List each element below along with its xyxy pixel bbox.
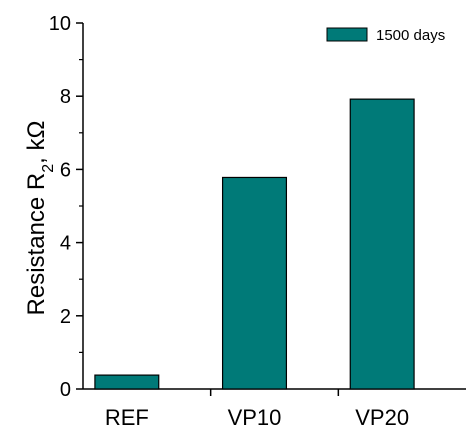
x-tick-label: REF xyxy=(105,405,149,430)
legend-swatch xyxy=(326,27,368,42)
y-tick-label: 0 xyxy=(60,379,71,401)
x-tick-labels: REF VP10 VP20 xyxy=(105,405,409,430)
legend: 1500 days xyxy=(326,27,445,44)
y-tick-label: 10 xyxy=(49,13,71,35)
y-tick-label: 4 xyxy=(60,233,71,255)
y-axis-title: Resistance R2, kΩ xyxy=(23,121,57,316)
y-axis-title-sub: 2 xyxy=(40,164,57,173)
x-tick-label: VP20 xyxy=(355,405,409,430)
bar-vp20 xyxy=(349,98,415,390)
y-axis-title-unit: , kΩ xyxy=(23,121,50,164)
y-ticks: 0 2 4 6 8 10 xyxy=(49,13,83,401)
y-tick-label: 8 xyxy=(60,86,71,108)
x-tick-label: VP10 xyxy=(228,405,282,430)
legend-label: 1500 days xyxy=(376,27,445,44)
bar-ref xyxy=(94,374,160,390)
bar-vp10 xyxy=(221,176,288,390)
y-tick-label: 2 xyxy=(60,306,71,328)
y-axis-title-main: Resistance R xyxy=(23,173,50,316)
y-tick-label: 6 xyxy=(60,159,71,181)
bars xyxy=(94,98,415,390)
